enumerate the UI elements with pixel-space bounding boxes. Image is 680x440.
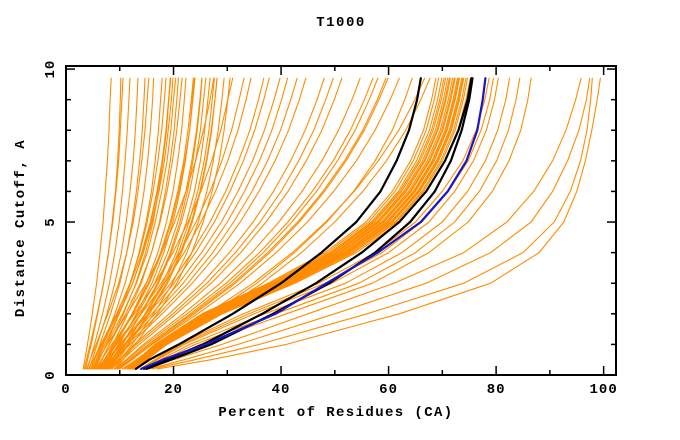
prediction-curve xyxy=(89,77,174,370)
prediction-curve xyxy=(133,77,467,370)
prediction-curve xyxy=(146,77,521,370)
prediction-curve xyxy=(143,77,511,370)
prediction-curve xyxy=(104,77,207,370)
prediction-curve xyxy=(109,77,334,370)
prediction-curve xyxy=(156,77,601,370)
y-tick-label: 10 xyxy=(43,60,59,79)
x-tick-label: 0 xyxy=(61,382,70,398)
prediction-curve xyxy=(114,77,374,370)
prediction-curve xyxy=(127,77,445,370)
prediction-curve xyxy=(111,77,343,370)
prediction-curve xyxy=(129,77,450,370)
x-tick-label: 100 xyxy=(590,382,618,398)
prediction-curve xyxy=(108,77,325,370)
prediction-curve xyxy=(126,77,437,370)
prediction-curve xyxy=(95,77,234,370)
prediction-curve xyxy=(119,77,400,370)
x-tick-label: 60 xyxy=(379,382,398,398)
prediction-curve xyxy=(102,77,203,370)
prediction-curve xyxy=(96,77,245,370)
prediction-curve xyxy=(85,77,150,370)
prediction-curve xyxy=(148,77,591,370)
prediction-curve xyxy=(97,77,252,370)
plot-border xyxy=(65,65,617,376)
prediction-curve xyxy=(145,77,582,370)
prediction-curve xyxy=(88,77,172,370)
highlight-curve-blue xyxy=(140,77,487,370)
prediction-curve xyxy=(82,77,112,370)
prediction-curve xyxy=(102,77,281,370)
x-axis-label: Percent of Residues (CA) xyxy=(218,405,454,421)
prediction-curve xyxy=(131,77,460,370)
x-tick-label: 40 xyxy=(272,382,291,398)
prediction-curve xyxy=(113,77,361,370)
highlight-curve-black xyxy=(145,77,474,370)
prediction-curve xyxy=(97,77,194,370)
prediction-curve xyxy=(98,77,265,370)
prediction-curve xyxy=(86,77,131,370)
prediction-curve xyxy=(92,77,215,370)
prediction-curve xyxy=(117,77,387,370)
prediction-curve xyxy=(151,77,593,370)
prediction-curve xyxy=(91,77,167,370)
prediction-curve xyxy=(141,77,499,370)
x-tick-label: 20 xyxy=(164,382,183,398)
highlight-curve-black xyxy=(134,77,422,370)
prediction-curve xyxy=(104,77,298,370)
x-tick-label: 80 xyxy=(487,382,506,398)
prediction-curve xyxy=(118,77,389,370)
prediction-curve xyxy=(88,77,139,370)
prediction-curve xyxy=(83,77,124,370)
prediction-curve xyxy=(133,77,469,370)
prediction-curve xyxy=(148,77,532,370)
chart-title: T1000 xyxy=(316,15,366,31)
prediction-curve xyxy=(132,77,464,370)
prediction-curve xyxy=(140,77,494,370)
prediction-curve xyxy=(103,77,289,370)
prediction-curve xyxy=(105,77,203,370)
y-tick-label: 0 xyxy=(43,370,59,379)
prediction-curve xyxy=(105,77,307,370)
y-tick-label: 5 xyxy=(43,217,59,226)
prediction-curve xyxy=(100,77,270,370)
prediction-curve xyxy=(130,77,455,370)
prediction-curve xyxy=(95,77,183,370)
